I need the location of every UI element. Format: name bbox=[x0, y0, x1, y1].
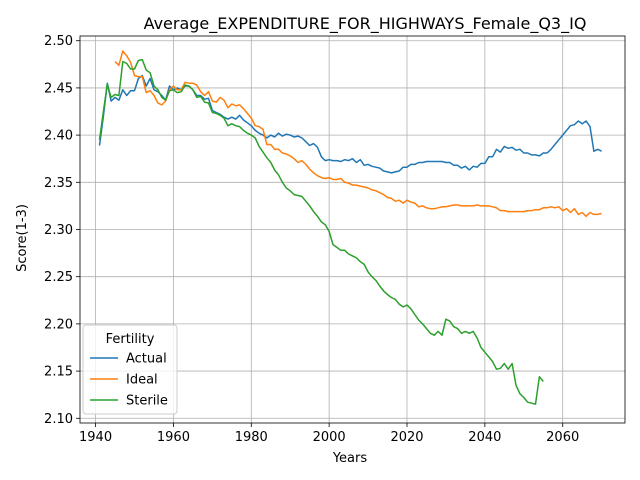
y-tick-label: 2.50 bbox=[44, 34, 73, 49]
series-line-ideal bbox=[114, 50, 602, 218]
legend-label-actual: Actual bbox=[126, 352, 167, 367]
chart-title: Average_EXPENDITURE_FOR_HIGHWAYS_Female_… bbox=[144, 14, 587, 34]
x-tick-label: 2040 bbox=[468, 430, 501, 445]
x-tick-label: 2020 bbox=[390, 430, 423, 445]
y-tick-label: 2.10 bbox=[44, 412, 73, 427]
x-tick-label: 2000 bbox=[313, 430, 346, 445]
y-axis-ticks: 2.10 2.15 2.20 2.25 2.30 2.35 2.40 2.45 2.50 bbox=[44, 34, 80, 427]
y-tick-label: 2.35 bbox=[44, 176, 73, 191]
x-tick-label: 2060 bbox=[546, 430, 579, 445]
y-tick-label: 2.25 bbox=[44, 270, 73, 285]
legend: Fertility Actual Ideal Sterile bbox=[82, 324, 178, 415]
x-tick-label: 1960 bbox=[157, 430, 190, 445]
legend-label-ideal: Ideal bbox=[126, 373, 158, 388]
legend-title: Fertility bbox=[106, 332, 155, 347]
y-axis-label: Score(1-3) bbox=[15, 204, 30, 272]
series-line-sterile bbox=[98, 58, 544, 405]
legend-label-sterile: Sterile bbox=[126, 394, 168, 409]
y-tick-label: 2.20 bbox=[44, 317, 73, 332]
legend-entries: Actual Ideal Sterile bbox=[90, 352, 168, 409]
y-tick-label: 2.40 bbox=[44, 129, 73, 144]
x-axis-label: Years bbox=[332, 451, 368, 466]
x-axis-ticks: 1940 1960 1980 2000 2020 2040 2060 bbox=[79, 423, 579, 445]
x-tick-label: 1940 bbox=[79, 430, 112, 445]
x-tick-label: 1980 bbox=[235, 430, 268, 445]
grid bbox=[80, 36, 625, 423]
legend-box bbox=[82, 324, 178, 415]
series-lines bbox=[98, 50, 602, 405]
y-tick-label: 2.30 bbox=[44, 223, 73, 238]
y-tick-label: 2.45 bbox=[44, 81, 73, 96]
y-tick-label: 2.15 bbox=[44, 365, 73, 380]
